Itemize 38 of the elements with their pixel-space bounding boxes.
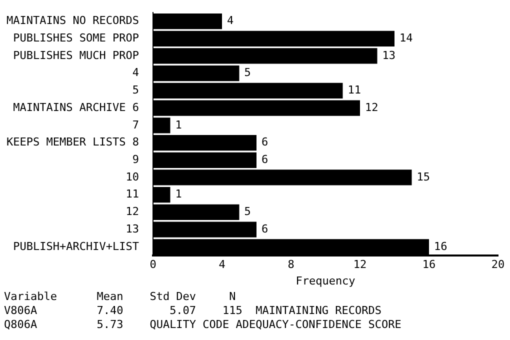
y-tick-label: 12 (126, 205, 139, 218)
data-label: 13 (382, 48, 396, 62)
data-label: 4 (227, 14, 234, 28)
y-tick-label: 9 (132, 152, 139, 166)
y-tick-label: 11 (126, 188, 139, 201)
y-tick-label: 5 (132, 84, 139, 97)
y-tick-label: PUBLISHES MUCH PROP (13, 48, 140, 62)
x-tick-label: 16 (422, 258, 436, 272)
y-tick-label: 4 (132, 66, 140, 80)
y-tick-label: PUBLISHES SOME PROP (13, 31, 140, 44)
data-label: 12 (365, 100, 378, 114)
y-tick-label: 10 (126, 170, 139, 184)
data-label: 5 (244, 205, 251, 218)
data-label: 1 (175, 188, 182, 201)
y-tick-label: 7 (132, 118, 139, 132)
text: Variable Mean Std Dev N (4, 290, 237, 304)
data-label: 6 (262, 136, 268, 149)
y-tick-label: 13 (126, 222, 139, 236)
data-label: 14 (400, 31, 414, 44)
data-label: 6 (262, 152, 268, 166)
y-tick-label: MAINTAINS NO RECORDS (6, 14, 139, 28)
x-axis-title: Frequency (296, 274, 356, 288)
data-label: 11 (348, 84, 361, 97)
x-tick-label: 0 (150, 258, 156, 272)
data-label: 16 (434, 240, 448, 253)
y-tick-label: PUBLISH+ARCHIV+LIST (13, 240, 140, 253)
text: Q806A 5.73 QUALITY CODE ADEQUACY-CONFIDENCE SCORE (4, 318, 402, 332)
data-label: 6 (262, 222, 268, 236)
x-tick-label: 12 (353, 258, 367, 272)
data-label: 15 (416, 170, 430, 184)
text: V806A 7.40 5.07 115 MAINTAINING RECORDS (4, 304, 382, 318)
x-tick-label: 20 (491, 258, 505, 272)
x-tick-label: 8 (288, 258, 294, 272)
data-label: 1 (175, 118, 182, 132)
y-tick-label: KEEPS MEMBER LISTS 8 (6, 136, 139, 149)
data-label: 5 (244, 66, 251, 80)
y-tick-label: MAINTAINS ARCHIVE 6 (13, 100, 139, 114)
x-tick-label: 4 (218, 258, 226, 272)
